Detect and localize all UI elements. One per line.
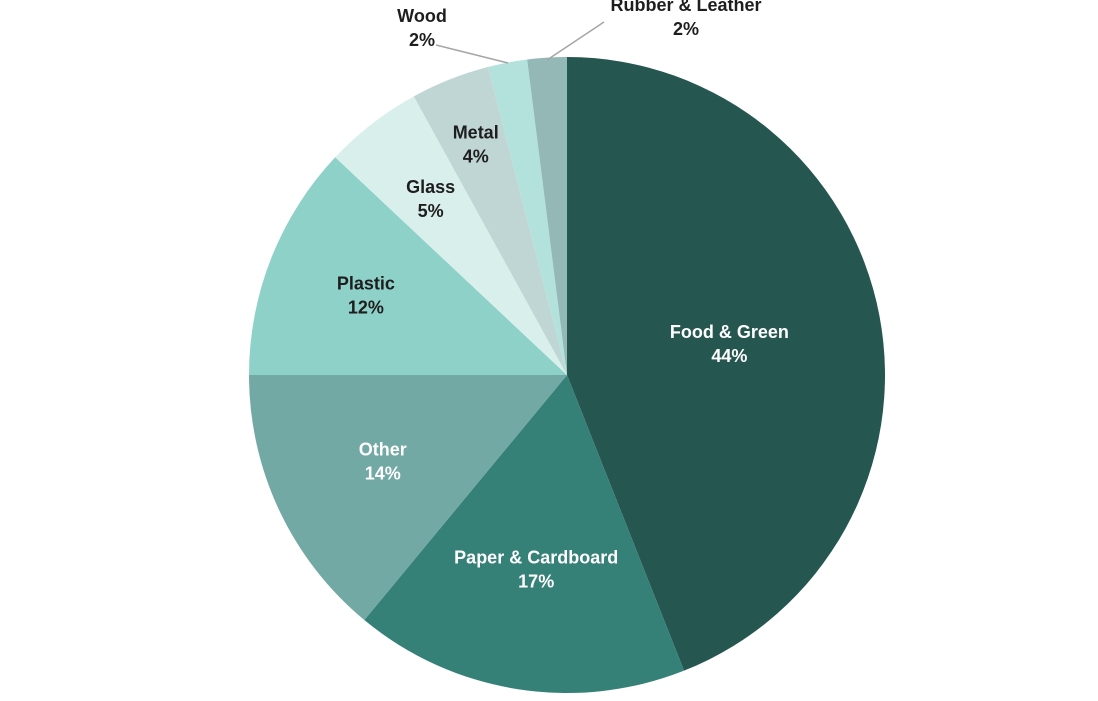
pie-slice-wood <box>487 59 567 375</box>
slice-category-name: Rubber & Leather <box>610 0 761 15</box>
pie-slice-other <box>249 375 567 621</box>
slice-category-name: Food & Green <box>670 322 789 342</box>
pie-slice-paper-and-cardboard <box>364 375 685 693</box>
slice-percent-value: 2% <box>409 30 435 50</box>
leader-line-rubber-and-leather <box>546 21 605 61</box>
slice-percent-value: 2% <box>673 19 699 39</box>
slice-label-food-and-green: Food & Green 44% <box>670 322 789 366</box>
slice-label-metal: Metal 4% <box>453 122 499 166</box>
pie-slice-metal <box>413 66 567 376</box>
slice-category-name: Wood <box>397 6 447 26</box>
slice-label-plastic: Plastic 12% <box>337 273 395 317</box>
slice-percent-value: 5% <box>418 201 444 221</box>
pie-slice-glass <box>335 96 567 375</box>
slice-category-name: Other <box>359 440 407 460</box>
slice-label-paper-and-cardboard: Paper & Cardboard 17% <box>454 548 618 592</box>
pie-slice-plastic <box>249 157 567 375</box>
slice-percent-value: 44% <box>711 346 747 366</box>
pie-slice-food-and-green <box>567 57 885 671</box>
slice-category-name: Plastic <box>337 273 395 293</box>
slice-percent-value: 4% <box>463 146 489 166</box>
slice-category-name: Paper & Cardboard <box>454 548 618 568</box>
slice-percent-value: 14% <box>365 464 401 484</box>
pie-slice-rubber-and-leather <box>527 57 567 375</box>
slice-percent-value: 17% <box>518 572 554 592</box>
slice-label-rubber-and-leather: Rubber & Leather 2% <box>610 0 761 39</box>
slice-category-name: Metal <box>453 122 499 142</box>
slice-category-name: Glass <box>406 177 455 197</box>
slice-percent-value: 12% <box>348 297 384 317</box>
slice-label-other: Other 14% <box>359 440 407 484</box>
slice-label-glass: Glass 5% <box>406 177 455 221</box>
slice-label-wood: Wood 2% <box>397 6 447 50</box>
leader-line-wood <box>435 44 509 64</box>
